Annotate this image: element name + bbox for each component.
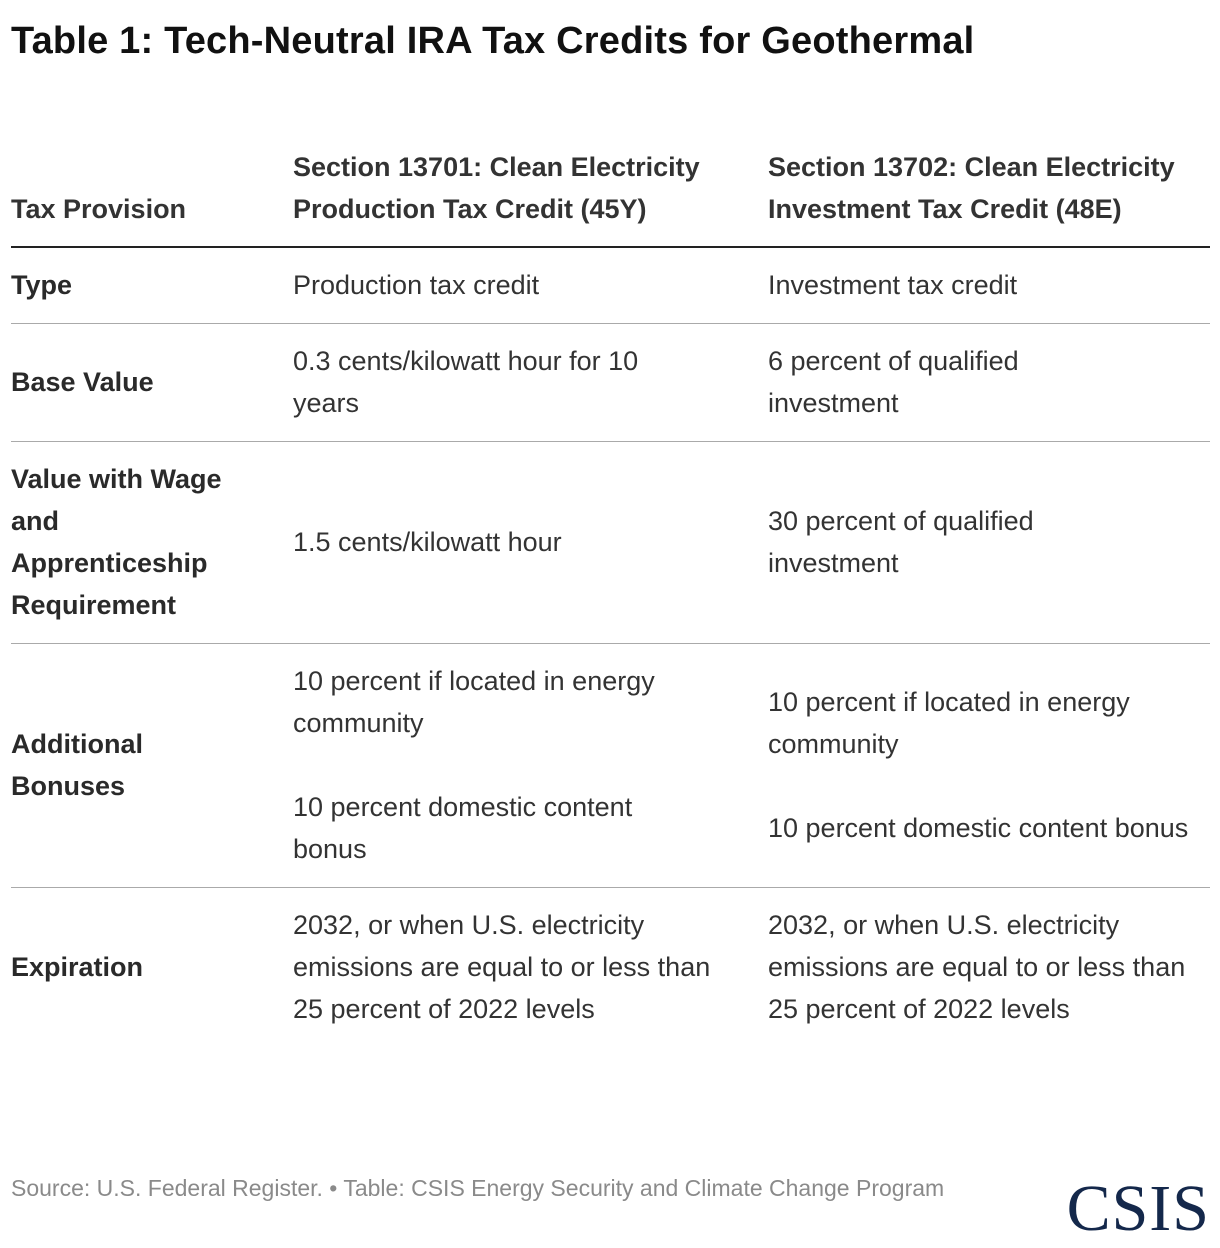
- cell-text: Production tax credit: [293, 270, 540, 300]
- csis-logo: CSIS: [1066, 1172, 1210, 1245]
- table-row: Value with Wage and Apprenticeship Requi…: [11, 441, 1210, 644]
- table-row: Type Production tax credit Investment ta…: [11, 247, 1210, 324]
- cell-48e-base-value: 6 percent of qualified investment: [768, 323, 1210, 442]
- cell-text: 2032, or when U.S. electricity emissions…: [293, 910, 711, 1024]
- cell-45y-expiration: 2032, or when U.S. electricity emissions…: [293, 888, 768, 1048]
- cell-45y-bonuses: 10 percent if located in energy communit…: [293, 643, 768, 888]
- cell-48e-type: Investment tax credit: [768, 247, 1210, 324]
- table-row: Additional Bonuses 10 percent if located…: [11, 643, 1210, 888]
- cell-text: 10 percent if located in energy communit…: [293, 666, 655, 738]
- cell-text: 10 percent if located in energy communit…: [768, 687, 1130, 759]
- row-label-type: Type: [11, 247, 293, 324]
- source-note: Source: U.S. Federal Register. • Table: …: [11, 1175, 945, 1201]
- cell-45y-base-value: 0.3 cents/kilowatt hour for 10 years: [293, 323, 768, 442]
- table-row: Expiration 2032, or when U.S. electricit…: [11, 888, 1210, 1048]
- cell-text: 2032, or when U.S. electricity emissions…: [768, 910, 1186, 1024]
- tax-credits-table: Tax Provision Section 13701: Clean Elect…: [11, 146, 1210, 1047]
- header-section-13702: Section 13702: Clean Electricity Investm…: [768, 146, 1210, 248]
- cell-text: Investment tax credit: [768, 270, 1018, 300]
- cell-48e-wage-requirement: 30 percent of qualified investment: [768, 441, 1210, 644]
- cell-text: 0.3 cents/kilowatt hour for 10 years: [293, 346, 639, 418]
- cell-text: 1.5 cents/kilowatt hour: [293, 527, 562, 557]
- table-body: Type Production tax credit Investment ta…: [11, 247, 1210, 1047]
- header-row: Tax Provision Section 13701: Clean Elect…: [11, 146, 1210, 248]
- page-title: Table 1: Tech-Neutral IRA Tax Credits fo…: [11, 20, 975, 62]
- cell-45y-type: Production tax credit: [293, 247, 768, 324]
- cell-text: 10 percent domestic content bonus: [768, 813, 1189, 843]
- header-tax-provision: Tax Provision: [11, 146, 293, 248]
- cell-48e-bonuses: 10 percent if located in energy communit…: [768, 643, 1210, 888]
- cell-text: 10 percent domestic content bonus: [293, 792, 633, 864]
- table-header: Tax Provision Section 13701: Clean Elect…: [11, 146, 1210, 248]
- table-row: Base Value 0.3 cents/kilowatt hour for 1…: [11, 323, 1210, 442]
- row-label-expiration: Expiration: [11, 952, 144, 982]
- cell-45y-wage-requirement: 1.5 cents/kilowatt hour: [293, 441, 768, 644]
- cell-text: 30 percent of qualified investment: [768, 506, 1034, 578]
- cell-48e-expiration: 2032, or when U.S. electricity emissions…: [768, 888, 1210, 1048]
- row-label-wage-requirement: Value with Wage and Apprenticeship Requi…: [11, 441, 293, 644]
- header-section-13701: Section 13701: Clean Electricity Product…: [293, 146, 768, 248]
- cell-text: 6 percent of qualified investment: [768, 346, 1019, 418]
- row-label-base-value: Base Value: [11, 323, 293, 442]
- row-label-additional-bonuses: Additional Bonuses: [11, 643, 293, 888]
